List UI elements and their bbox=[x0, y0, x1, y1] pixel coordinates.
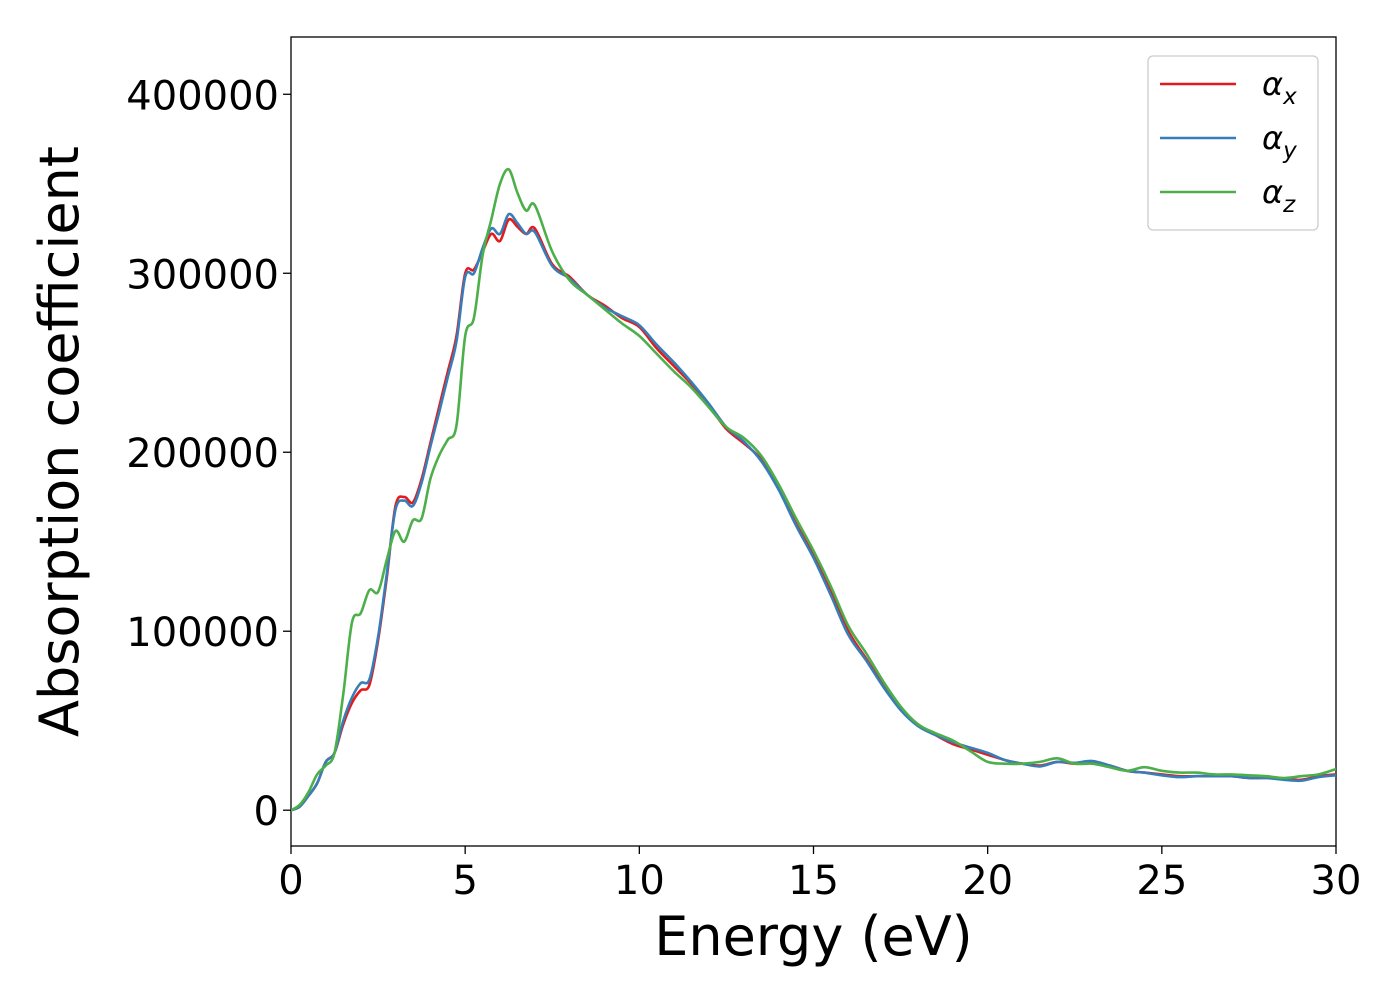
legend-box bbox=[1147, 55, 1319, 231]
series-layer bbox=[291, 167, 1336, 812]
legend: αx αy αz bbox=[1147, 55, 1319, 231]
y-axis-title: Absorption coefficient bbox=[28, 146, 91, 737]
x-tick-label: 15 bbox=[788, 858, 839, 904]
legend-entries: αx αy αz bbox=[1160, 65, 1297, 218]
y-axis-ticks: 0 100000 200000 300000 400000 bbox=[126, 73, 291, 835]
x-tick-label: 0 bbox=[278, 858, 303, 904]
y-tick-label: 200000 bbox=[126, 431, 279, 477]
y-tick-label: 400000 bbox=[126, 73, 279, 119]
y-tick-label: 0 bbox=[254, 789, 279, 835]
legend-label-z: αz bbox=[1262, 173, 1296, 218]
x-tick-label: 10 bbox=[614, 858, 665, 904]
x-axis-title: Energy (eV) bbox=[654, 905, 973, 968]
series-line-z bbox=[291, 167, 1336, 812]
x-tick-label: 20 bbox=[962, 858, 1013, 904]
legend-label-x: αx bbox=[1262, 65, 1297, 110]
x-tick-label: 30 bbox=[1311, 858, 1362, 904]
legend-label-y: αy bbox=[1262, 119, 1297, 164]
x-tick-label: 5 bbox=[452, 858, 477, 904]
y-tick-label: 100000 bbox=[126, 610, 279, 656]
x-tick-label: 25 bbox=[1136, 858, 1187, 904]
y-tick-label: 300000 bbox=[126, 252, 279, 298]
x-axis-ticks: 0 5 10 15 20 25 30 bbox=[278, 846, 1361, 904]
